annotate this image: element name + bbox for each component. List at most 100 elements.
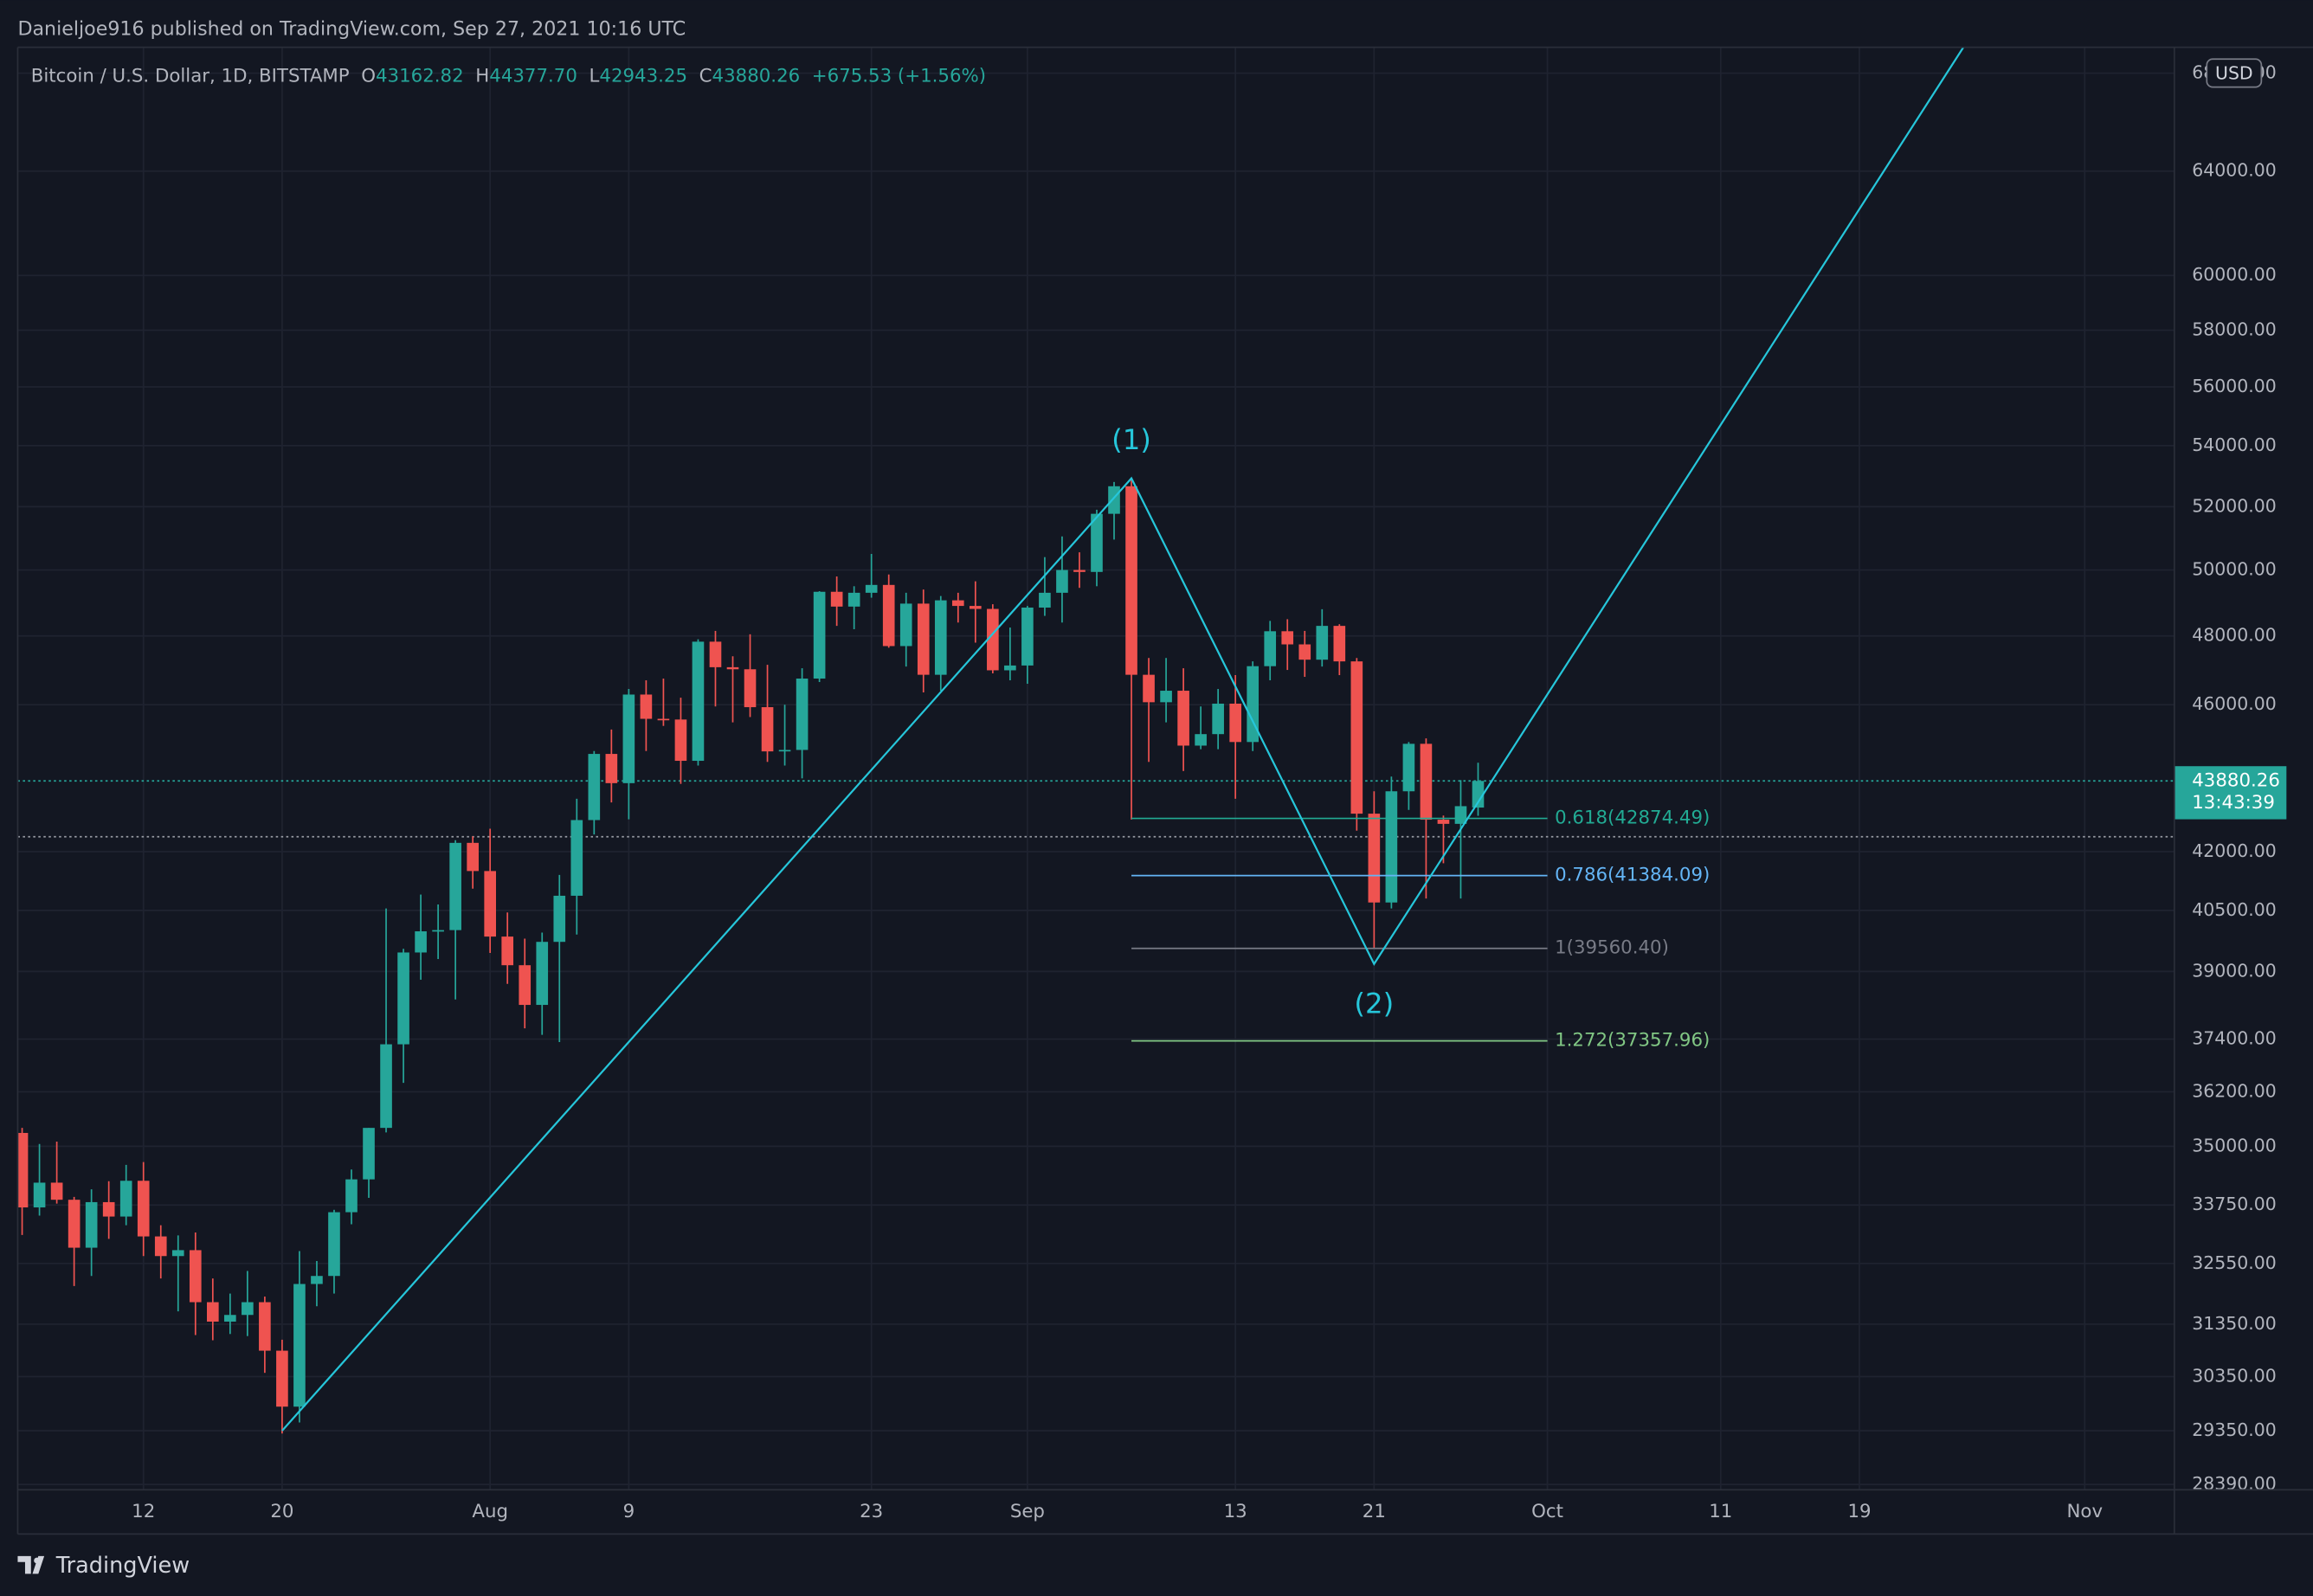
candle-body	[761, 707, 774, 752]
candle-body	[345, 1179, 358, 1213]
candle-body	[519, 965, 532, 1006]
candle-body	[154, 1236, 167, 1257]
candle-body	[899, 603, 912, 647]
candle-body	[1143, 674, 1155, 703]
candle-body	[1368, 814, 1381, 903]
x-tick-label: 11	[1709, 1501, 1732, 1522]
candle-body	[970, 606, 982, 609]
wave-label: (1)	[1111, 423, 1151, 456]
last-price: 43880.26	[2192, 769, 2280, 791]
legend-value: 43162.82	[376, 66, 464, 87]
candle-body	[536, 942, 549, 1006]
x-tick-label: 23	[860, 1501, 883, 1522]
candle-body	[882, 584, 895, 647]
candle-body	[224, 1315, 236, 1322]
y-tick-label: 37400.00	[2192, 1028, 2277, 1049]
y-tick-label: 56000.00	[2192, 376, 2277, 396]
y-tick-label: 31350.00	[2192, 1313, 2277, 1334]
logo-icon	[34, 1557, 41, 1564]
x-tick-label: 21	[1363, 1501, 1386, 1522]
candle-body	[242, 1302, 254, 1316]
candle-body	[363, 1128, 375, 1180]
candle-body	[1298, 644, 1311, 660]
candle-body	[1073, 570, 1086, 572]
candle-body	[847, 592, 860, 607]
candle-body	[657, 718, 670, 721]
y-tick-label: 50000.00	[2192, 559, 2277, 580]
candle-body	[1350, 661, 1363, 814]
candle-body	[605, 754, 618, 783]
candle-body	[1316, 626, 1329, 660]
candle-body	[1108, 486, 1120, 514]
y-tick-label: 42000.00	[2192, 840, 2277, 861]
fib-label: 0.786(41384.09)	[1555, 865, 1710, 886]
candle-body	[1247, 666, 1260, 743]
candle-body	[68, 1200, 81, 1248]
candle-body	[692, 641, 705, 762]
candle-body	[1333, 626, 1346, 662]
candle-body	[1281, 631, 1294, 645]
candle-body	[1125, 486, 1137, 675]
candle-body	[467, 842, 479, 872]
candle-body	[813, 591, 826, 679]
y-tick-label: 33750.00	[2192, 1194, 2277, 1214]
candle-body	[1195, 734, 1207, 746]
y-tick-label: 48000.00	[2192, 625, 2277, 646]
y-tick-label: 30350.00	[2192, 1365, 2277, 1386]
candle-body	[1056, 570, 1068, 593]
candle-body	[1177, 691, 1189, 746]
candle-body	[50, 1182, 63, 1200]
y-tick-label: 32550.00	[2192, 1252, 2277, 1273]
candle-body	[865, 584, 878, 593]
legend-value: 43880.26	[712, 66, 801, 87]
y-tick-label: 52000.00	[2192, 495, 2277, 516]
x-tick-label: Nov	[2067, 1501, 2104, 1522]
legend-key: C	[699, 66, 712, 87]
x-tick-label: 12	[132, 1501, 155, 1522]
wave-line	[281, 47, 1965, 1432]
candle-body	[1091, 513, 1103, 572]
candle-body	[744, 669, 757, 708]
candle-body	[1437, 820, 1450, 824]
y-tick-label: 28390.00	[2192, 1473, 2277, 1494]
legend-key: H	[475, 66, 489, 87]
y-tick-label: 58000.00	[2192, 319, 2277, 340]
candle-body	[415, 931, 427, 953]
y-tick-label: 35000.00	[2192, 1135, 2277, 1155]
x-tick-label: Sep	[1010, 1501, 1045, 1522]
candle-body	[796, 679, 809, 750]
candle-body	[171, 1250, 184, 1257]
x-tick-label: 9	[623, 1501, 635, 1522]
symbol: Bitcoin / U.S. Dollar, 1D, BITSTAMP	[31, 66, 350, 87]
x-tick-label: Aug	[472, 1501, 508, 1522]
candle-body	[119, 1181, 132, 1217]
candle-body	[640, 694, 653, 719]
candle-body	[328, 1212, 340, 1277]
y-tick-label: 29350.00	[2192, 1419, 2277, 1440]
candle-body	[588, 754, 601, 821]
candle-body	[778, 750, 791, 752]
legend-change: +675.53 (+1.56%)	[812, 66, 986, 87]
candle-body	[1039, 592, 1051, 608]
legend-key: L	[590, 66, 600, 87]
candle-body	[137, 1181, 150, 1237]
candle-body	[726, 666, 739, 670]
candle-body	[1004, 665, 1016, 671]
candle-body	[449, 842, 461, 930]
candle-body	[1229, 703, 1241, 743]
candle-body	[276, 1350, 288, 1407]
candle-body	[206, 1302, 219, 1322]
candle-body	[397, 952, 409, 1045]
y-tick-label: 60000.00	[2192, 264, 2277, 285]
legend-key: O	[361, 66, 376, 87]
fib-label: 1(39560.40)	[1555, 937, 1669, 959]
wave-label: (2)	[1354, 987, 1394, 1020]
candle-body	[1454, 806, 1467, 824]
candle-body	[622, 694, 635, 783]
candle-body	[189, 1250, 202, 1303]
candle-body	[293, 1284, 306, 1407]
y-tick-label: 40500.00	[2192, 899, 2277, 920]
candle-body	[830, 591, 843, 607]
